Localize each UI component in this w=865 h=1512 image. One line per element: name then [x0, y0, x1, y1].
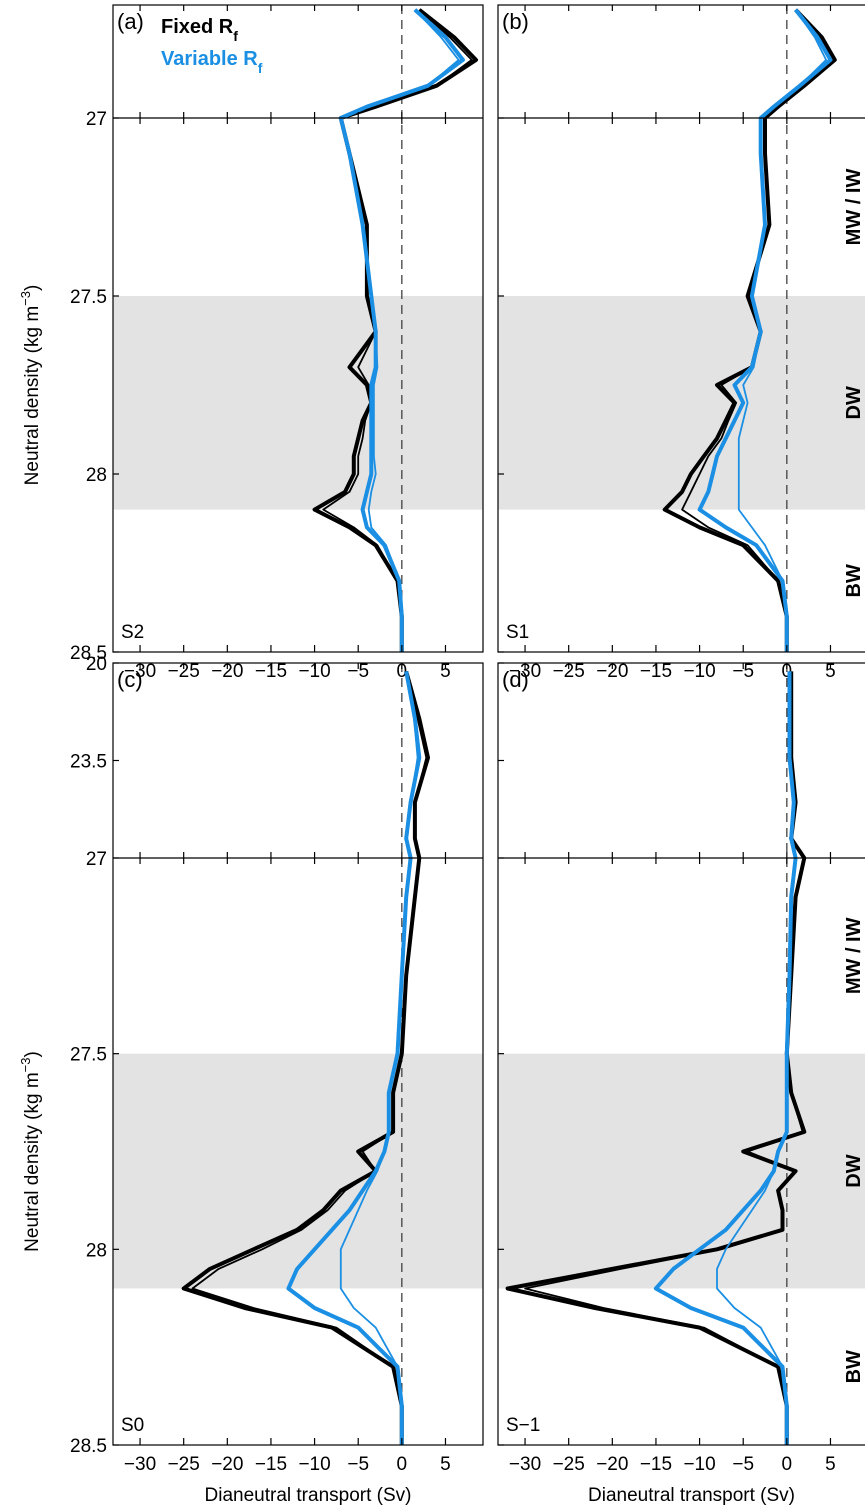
profile-line	[716, 671, 797, 1445]
case-label: S1	[506, 622, 529, 643]
x-tick-label: −25	[168, 661, 200, 682]
x-tick-label: 5	[825, 1454, 836, 1475]
axes-frame	[112, 4, 484, 653]
x-tick-label: −20	[211, 661, 243, 682]
water-mass-label: DW	[843, 1154, 865, 1187]
x-tick-label: 0	[397, 1454, 408, 1475]
x-tick-label: −20	[596, 1454, 628, 1475]
panel: −30 −25 −20 −15 −10 −5 0 52727.52828.5(a)S2Neut…	[18, 4, 484, 682]
profile-line	[681, 9, 834, 652]
y-axis-label-sup: −3	[18, 1057, 33, 1072]
x-tick-label: −15	[255, 1454, 287, 1475]
legend-entry: Variable Rf	[161, 48, 263, 76]
y-axis-label-text: Neutral density (kg m	[22, 306, 43, 486]
y-tick-label: 27	[86, 849, 107, 870]
panel-label: (b)	[502, 9, 529, 34]
water-mass-label: MW / IW	[843, 169, 865, 246]
x-tick-label: −10	[683, 661, 715, 682]
panel: −30 −25 −20 −15 −10 −5 0 5 27 27.5 28 28.5 20 23.5 (c)…	[18, 654, 484, 1506]
y-tick-label: 28	[86, 1240, 107, 1261]
x-tick-label: −10	[298, 1454, 330, 1475]
x-tick-label: −15	[640, 661, 672, 682]
water-mass-label: BW	[843, 1350, 865, 1383]
y-axis-label-end: )	[22, 285, 43, 291]
legend-text: Fixed R	[161, 16, 234, 38]
y-axis-label: Neutral density (kg m−3)	[18, 1051, 43, 1252]
water-mass-label: BW	[843, 564, 865, 597]
x-tick-label: 5	[825, 661, 836, 682]
x-tick-label: −25	[553, 661, 585, 682]
x-tick-label: −30	[124, 661, 156, 682]
x-axis-label: Dianeutral transport (Sv)	[205, 1485, 412, 1506]
axes-frame	[497, 4, 865, 653]
x-tick-label: −30	[509, 1454, 541, 1475]
x-tick-label: 0	[782, 1454, 793, 1475]
case-label: S−1	[506, 1415, 540, 1436]
shade-band	[113, 296, 483, 510]
profile-line	[339, 9, 460, 652]
x-tick-label: −5	[347, 1454, 369, 1475]
y-tick-label: 28.5	[70, 643, 107, 664]
x-tick-label: 5	[440, 661, 451, 682]
x-tick-label: −5	[732, 1454, 754, 1475]
panel-label: (c)	[117, 667, 143, 692]
case-label: S2	[121, 622, 144, 643]
shade-band	[498, 296, 865, 510]
water-mass-label: MW / IW	[843, 917, 865, 994]
x-tick-label: −15	[255, 661, 287, 682]
profile-line	[737, 9, 827, 652]
legend-sub: f	[233, 28, 238, 44]
y-tick-label: 20	[86, 654, 107, 675]
y-tick-label: 23.5	[70, 752, 107, 773]
x-tick-label: −30	[509, 661, 541, 682]
x-tick-label: −15	[640, 1454, 672, 1475]
legend-entry: Fixed Rf	[161, 16, 238, 44]
y-tick-label: 27	[86, 109, 107, 130]
y-axis-label-text: Neutral density (kg m	[22, 1072, 43, 1252]
profile-line	[339, 671, 419, 1445]
panel-label: (d)	[502, 667, 529, 692]
x-tick-label: 5	[440, 1454, 451, 1475]
x-tick-label: −20	[211, 1454, 243, 1475]
y-axis-label-end: )	[22, 1051, 43, 1057]
x-tick-label: −5	[347, 661, 369, 682]
y-tick-label: 27.5	[70, 287, 107, 308]
y-axis-label-sup: −3	[18, 291, 33, 306]
y-tick-label: 28	[86, 465, 107, 486]
x-tick-label: −10	[683, 1454, 715, 1475]
x-tick-label: −25	[553, 1454, 585, 1475]
x-tick-label: −10	[298, 661, 330, 682]
x-tick-label: −30	[124, 1454, 156, 1475]
legend-text: Variable R	[161, 48, 258, 70]
y-tick-label: 27.5	[70, 1045, 107, 1066]
x-tick-label: −25	[168, 1454, 200, 1475]
shade-band	[498, 1053, 865, 1289]
panel-label: (a)	[117, 9, 144, 34]
y-axis-label: Neutral density (kg m−3)	[18, 285, 43, 486]
profile-line	[191, 671, 428, 1445]
x-tick-label: −20	[596, 661, 628, 682]
case-label: S0	[121, 1415, 144, 1436]
legend-sub: f	[258, 60, 263, 76]
water-mass-label: DW	[843, 386, 865, 419]
x-tick-label: −5	[732, 661, 754, 682]
x-axis-label: Dianeutral transport (Sv)	[588, 1485, 795, 1506]
shade-band	[113, 1053, 483, 1289]
panel: −30 −25 −20 −15 −10 −5 0 5 (d) S−1 Dianeutral tran…	[497, 662, 865, 1506]
y-tick-label: 28.5	[70, 1436, 107, 1457]
